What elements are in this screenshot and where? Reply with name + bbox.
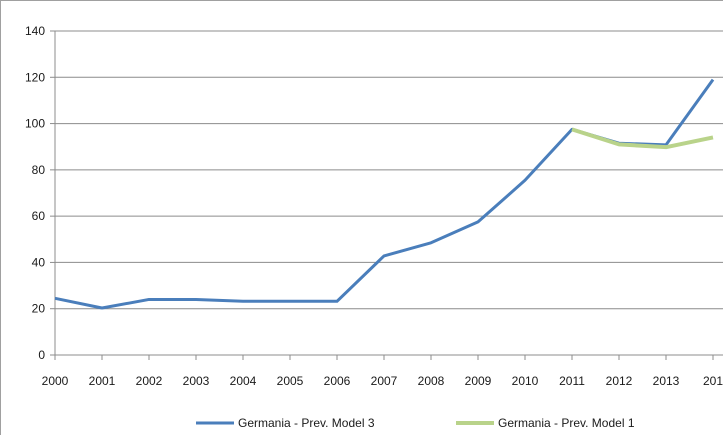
series-line-1 — [54, 78, 715, 310]
y-tick-label: 20 — [32, 302, 46, 316]
grid-lines — [55, 30, 723, 310]
y-tick-label: 140 — [25, 24, 45, 38]
x-tick-label: 2012 — [606, 374, 633, 388]
y-tick-label: 100 — [25, 117, 45, 131]
x-tick-label: 2005 — [277, 374, 304, 388]
x-axis — [54, 31, 723, 356]
legend-label-2: Germania - Prev. Model 1 — [498, 416, 635, 430]
y-tick-label: 40 — [32, 255, 46, 269]
x-tick-label: 2010 — [512, 374, 539, 388]
y-tick-label: 120 — [25, 70, 45, 84]
x-tick-label: 2003 — [183, 374, 210, 388]
x-tick-label: 2002 — [136, 374, 163, 388]
x-tick-label: 2006 — [324, 374, 351, 388]
x-tick-label: 2001 — [89, 374, 116, 388]
y-tick-label: 60 — [32, 209, 46, 223]
x-tick-label: 2004 — [230, 374, 257, 388]
legend-label-1: Germania - Prev. Model 3 — [238, 416, 375, 430]
series-line-2 — [571, 127, 714, 150]
x-axis-ticks: 2000 2001 2002 2003 2004 2005 2006 2007 2008 2009… — [42, 355, 723, 388]
x-tick-label: 201 — [703, 374, 723, 388]
x-tick-label: 2008 — [418, 374, 445, 388]
y-tick-label: 0 — [38, 348, 45, 362]
x-tick-label: 2011 — [559, 374, 585, 388]
x-tick-label: 2013 — [653, 374, 680, 388]
x-tick-label: 2009 — [465, 374, 492, 388]
series-group — [54, 78, 715, 310]
y-axis-ticks: 0 20 40 60 80 100 120 140 — [25, 24, 55, 362]
x-tick-label: 2007 — [371, 374, 398, 388]
legend: Germania - Prev. Model 3 Germania - Prev.… — [196, 416, 635, 430]
x-tick-label: 2000 — [42, 374, 69, 388]
y-tick-label: 80 — [32, 163, 46, 177]
